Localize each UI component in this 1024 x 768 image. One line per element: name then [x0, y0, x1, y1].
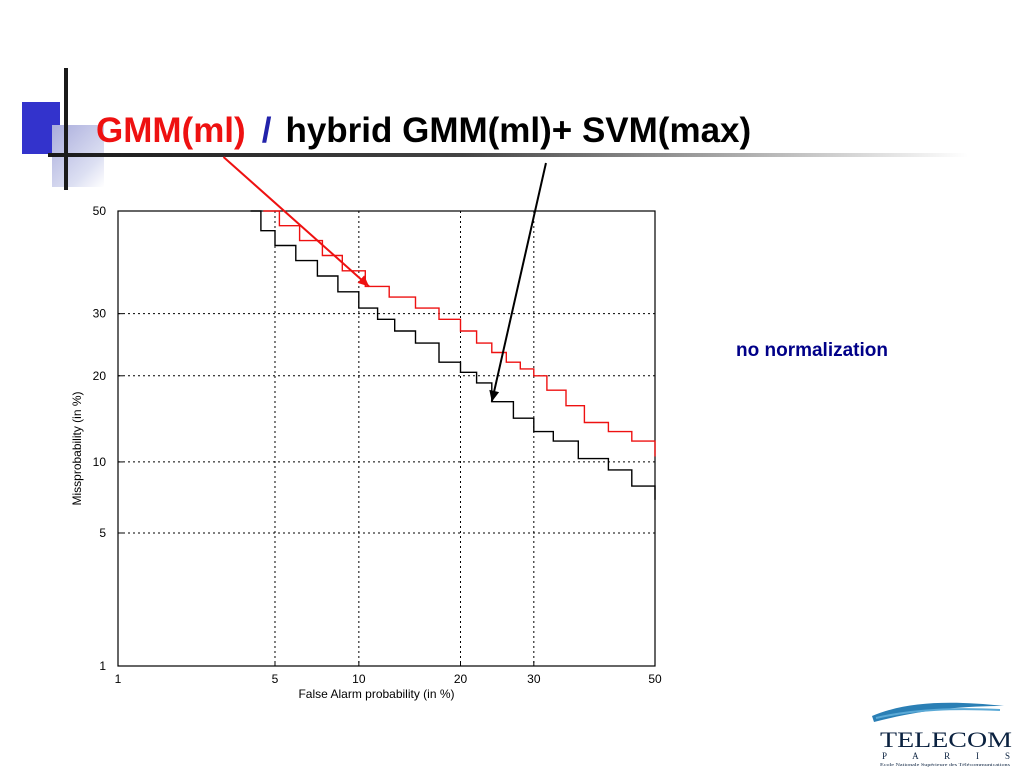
- no-normalization-note: no normalization: [736, 340, 888, 361]
- logo-fine-print: Ecole Nationale Supérieure des Télécommu…: [880, 762, 1011, 767]
- y-tick-label: 5: [99, 526, 106, 540]
- y-axis-ticks: 1 5 10 20 30 50: [93, 204, 123, 673]
- arrow-head-gmm: [357, 275, 370, 287]
- title-slash: /: [261, 111, 272, 150]
- pointer-arrows: [222, 156, 547, 402]
- logo-telecom-text: TELECOM: [880, 727, 1012, 752]
- title-hybrid-label: hybrid GMM(ml)+ SVM(max): [285, 111, 752, 150]
- y-tick-label: 30: [93, 307, 107, 321]
- x-axis-ticks: 1 5 10 20 30 50: [115, 661, 662, 686]
- decor-vertical-line: [64, 68, 68, 190]
- y-axis-label: Missprobability (in %): [70, 391, 84, 505]
- logo-paris-text: P A R I S: [882, 751, 1010, 761]
- title-underline: [48, 153, 968, 157]
- y-tick-label: 50: [93, 204, 107, 218]
- x-tick-label: 10: [352, 672, 366, 686]
- plot-frame: [117, 210, 656, 667]
- x-tick-label: 50: [648, 672, 662, 686]
- slide-title: GMM(ml) / hybrid GMM(ml)+ SVM(max): [96, 108, 751, 154]
- y-tick-label: 1: [99, 659, 106, 673]
- x-tick-label: 20: [454, 672, 468, 686]
- x-tick-label: 1: [115, 672, 122, 686]
- arrow-line-gmm: [222, 156, 370, 288]
- title-gmm-label: GMM(ml): [96, 111, 246, 150]
- y-tick-label: 10: [93, 455, 107, 469]
- logo-swoosh: [872, 702, 1004, 722]
- series-line-hybrid: [250, 210, 656, 500]
- x-axis-label: False Alarm probability (in %): [298, 687, 454, 701]
- arrow-line-hybrid: [490, 162, 547, 402]
- grid-lines: [118, 210, 655, 666]
- x-tick-label: 30: [527, 672, 541, 686]
- logo-swoosh-line: [875, 708, 1001, 719]
- arrow-head-hybrid: [489, 389, 500, 402]
- y-tick-label: 20: [93, 369, 107, 383]
- x-tick-label: 5: [272, 672, 279, 686]
